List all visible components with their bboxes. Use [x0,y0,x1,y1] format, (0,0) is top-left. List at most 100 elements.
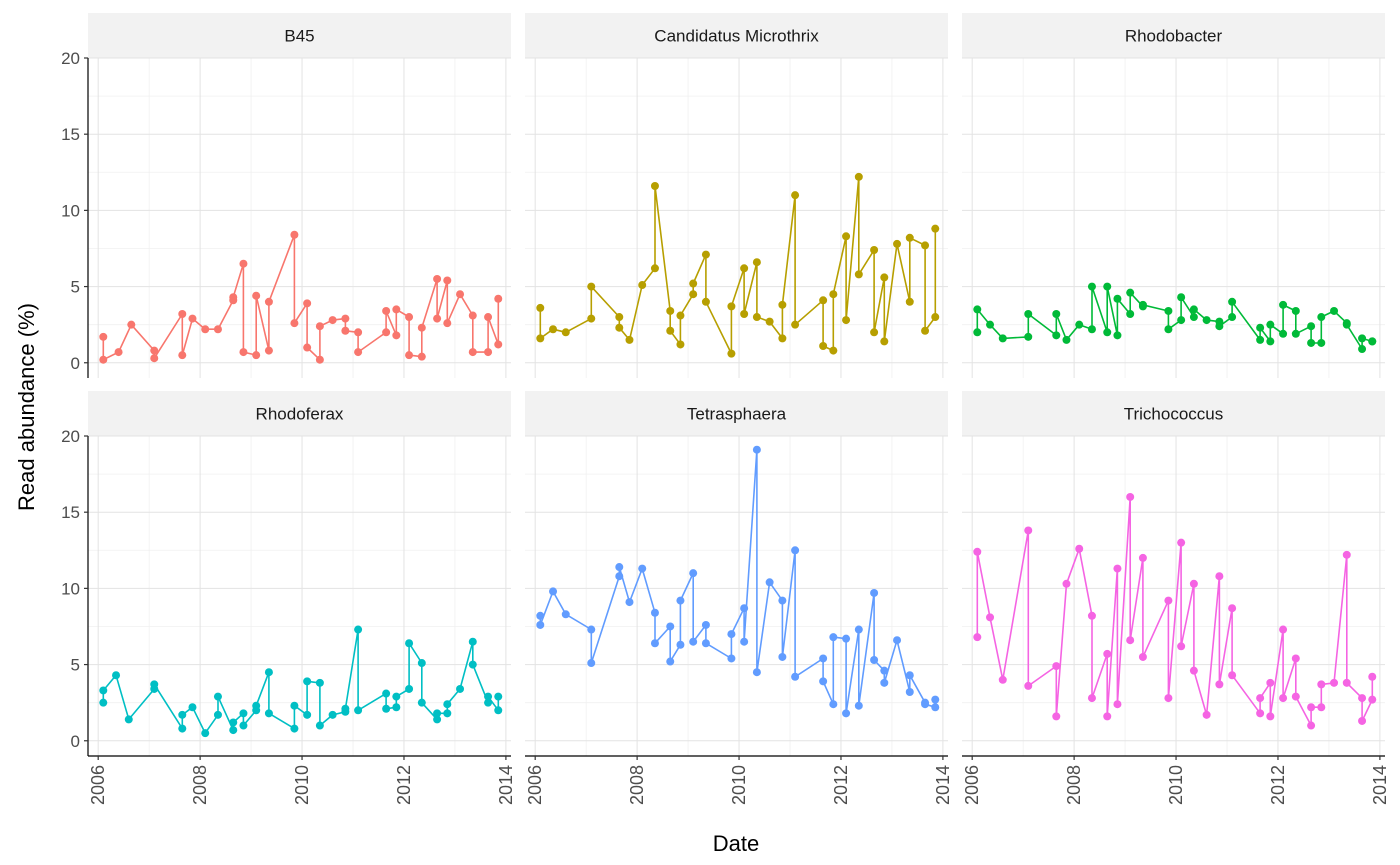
data-point [303,677,312,686]
data-point [689,290,698,299]
data-point [870,588,879,597]
data-point [870,656,879,664]
x-tick-label: 2008 [627,765,647,805]
y-tick-label: 15 [61,125,80,144]
data-point [382,689,391,698]
data-point [229,293,238,302]
data-point [1368,695,1377,704]
data-point [905,297,914,306]
data-point [1228,313,1237,322]
data-point [1177,293,1186,302]
data-point [213,710,222,719]
data-point [1024,526,1033,535]
data-point [341,704,350,713]
data-point [1279,329,1288,338]
data-point [264,346,273,355]
data-point [213,325,222,334]
data-point [99,698,108,707]
facet-strip [88,13,511,58]
data-point [239,348,248,357]
data-point [468,311,477,320]
data-point [1062,335,1071,344]
data-point [587,659,596,668]
facet-title: Trichococcus [1124,405,1224,424]
data-point [354,625,363,634]
data-point [99,686,108,695]
data-point [417,352,426,361]
data-point [1052,712,1061,721]
data-point [791,320,800,329]
data-point [880,337,889,346]
y-tick-label: 10 [61,201,80,220]
data-point [931,695,940,704]
data-point [870,246,879,254]
data-point [536,303,545,312]
data-point [870,328,879,337]
data-point [1189,666,1198,675]
data-point [701,297,710,306]
data-point [1330,678,1339,687]
data-point [921,700,930,709]
data-point [587,625,596,634]
data-point [615,563,624,572]
data-point [382,306,391,315]
data-point [1189,313,1198,322]
data-point [1266,337,1275,346]
data-point [239,259,248,268]
data-point [252,351,261,360]
data-point [354,348,363,357]
data-point [405,684,414,693]
data-point [201,325,210,334]
facet-strip [525,13,948,58]
y-tick-label: 5 [71,656,80,675]
data-point [1358,345,1367,354]
data-point [973,328,982,337]
data-point [921,326,930,335]
y-tick-label: 5 [71,278,80,297]
data-point [842,634,851,643]
data-point [676,596,685,605]
data-point [127,320,136,329]
data-point [842,232,851,241]
data-point [468,660,477,669]
data-point [1103,712,1112,721]
data-point [417,659,426,668]
data-point [778,300,787,309]
data-point [354,706,363,715]
data-point [819,296,828,305]
data-point [1177,642,1186,651]
data-point [854,701,863,710]
data-point [264,297,273,306]
data-point [443,709,452,718]
data-point [1189,305,1198,314]
data-point [290,230,299,239]
data-point [433,715,442,724]
x-tick-label: 2010 [292,765,312,805]
data-point [1052,662,1061,671]
data-point [1368,337,1377,346]
data-point [676,311,685,320]
data-point [315,721,324,730]
data-point [1342,678,1351,687]
data-point [842,709,851,718]
data-point [615,572,624,581]
data-point [1087,282,1096,291]
data-point [178,310,187,318]
data-point [536,611,545,620]
data-point [1138,300,1147,309]
data-point [842,316,851,325]
data-point [615,323,624,332]
data-point [587,314,596,323]
data-point [829,290,838,299]
x-tick-label: 2012 [1268,765,1288,805]
data-point [1087,694,1096,703]
data-point [1358,694,1367,703]
x-tick-label: 2014 [496,765,516,805]
data-point [986,613,995,622]
data-point [1052,310,1061,318]
data-point [740,264,749,273]
data-point [1307,703,1316,712]
facet-title: B45 [284,27,314,46]
data-point [484,348,493,357]
data-point [443,700,452,709]
